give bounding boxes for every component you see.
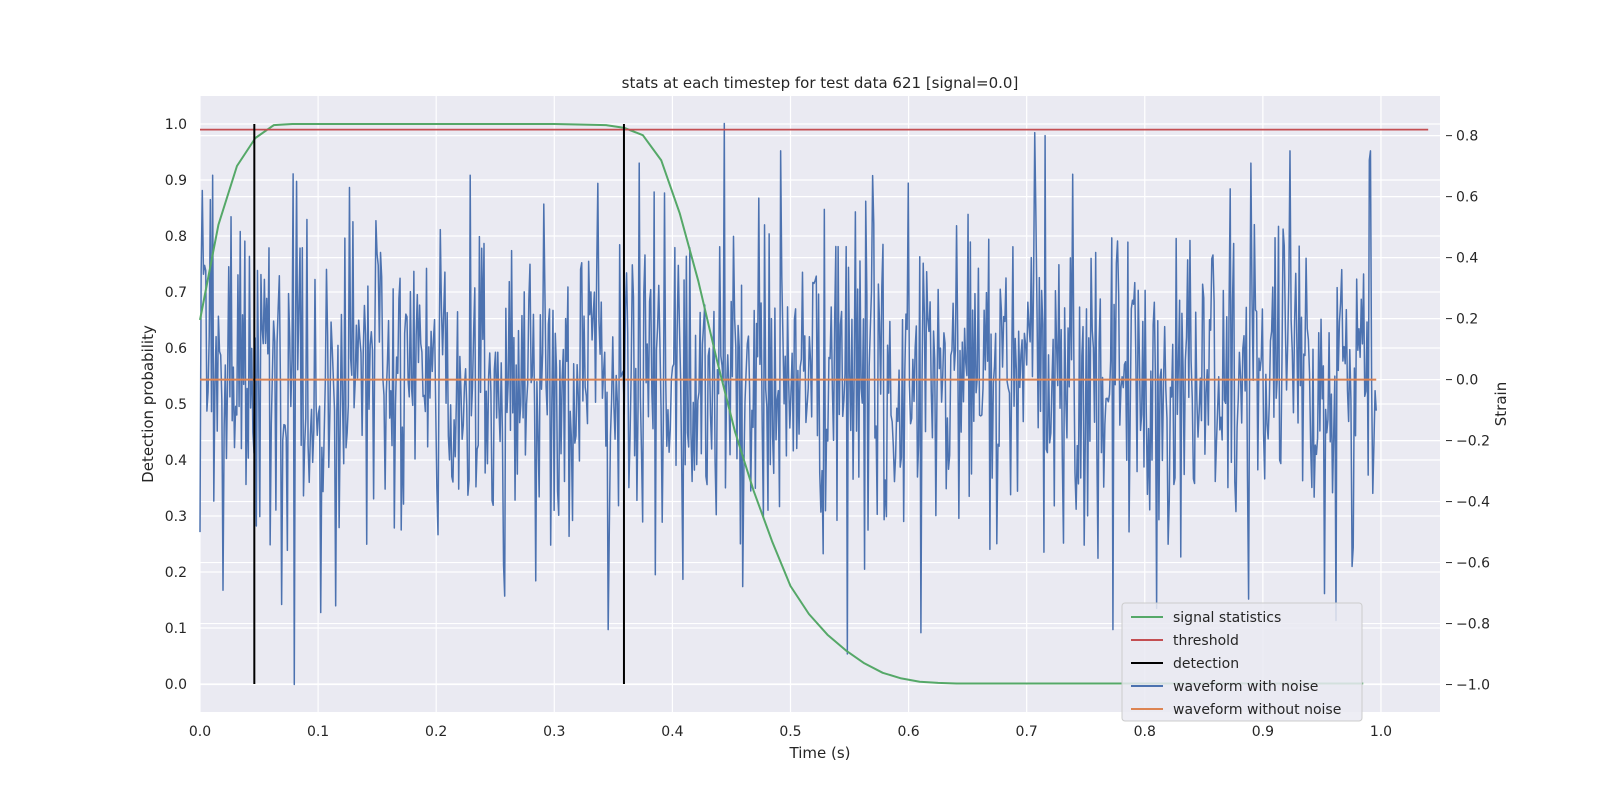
y-left-tick-label: 0.0 [165, 677, 187, 693]
x-axis-label: Time (s) [789, 744, 851, 762]
y-left-tick-label: 0.1 [165, 621, 187, 637]
y-left-tick-label: 0.5 [165, 397, 187, 413]
y-axis-right-label: Strain [1492, 382, 1510, 426]
y-left-tick-label: 0.6 [165, 341, 187, 357]
y-right-tick-label: 0.6 [1456, 190, 1478, 206]
y-left-tick-label: 0.9 [165, 173, 187, 189]
x-tick-label: 0.3 [543, 724, 565, 740]
y-left-tick-label: 1.0 [165, 117, 187, 133]
series-signal-statistics [199, 123, 1364, 685]
y-right-tick-label: −0.8 [1456, 617, 1490, 633]
x-tick-label: 0.8 [1134, 724, 1156, 740]
x-tick-label: 0.1 [307, 724, 329, 740]
y-right-tick-label: 0.0 [1456, 373, 1478, 389]
series-waveform-with-noise [199, 122, 1377, 686]
y-right-tick-label: 0.2 [1456, 312, 1478, 328]
series-layer [199, 122, 1429, 686]
legend-label-waveform-with-noise: waveform with noise [1173, 679, 1318, 695]
y-right-tick-label: 0.4 [1456, 251, 1478, 267]
legend-label-detection: detection [1173, 656, 1239, 672]
legend-box [1121, 602, 1363, 722]
x-tick-label: 0.9 [1252, 724, 1274, 740]
y-left-tick-label: 0.7 [165, 285, 187, 301]
y-axis-left: 0.0 0.1 0.2 0.3 0.4 0.5 0.6 0.7 0.8 0.9 1.0 [165, 117, 187, 693]
x-axis: 0.0 0.1 0.2 0.3 0.4 0.5 0.6 0.7 0.8 0.9 1.0 [189, 724, 1392, 740]
legend-label-threshold: threshold [1173, 633, 1239, 649]
y-right-tick-label: 0.8 [1456, 129, 1478, 145]
x-tick-label: 0.0 [189, 724, 211, 740]
y-right-tick-label: −0.6 [1456, 556, 1490, 572]
chart-title: stats at each timestep for test data 621… [622, 74, 1019, 92]
y-axis-left-label: Detection probability [139, 325, 157, 483]
y-left-tick-label: 0.2 [165, 565, 187, 581]
y-right-tick-label: −1.0 [1456, 678, 1490, 694]
legend-label-signal-statistics: signal statistics [1173, 610, 1281, 626]
y-left-tick-label: 0.8 [165, 229, 187, 245]
x-tick-label: 0.6 [897, 724, 919, 740]
x-tick-label: 0.2 [425, 724, 447, 740]
legend-label-waveform-without-noise: waveform without noise [1173, 702, 1341, 718]
x-tick-label: 1.0 [1370, 724, 1392, 740]
y-axis-right: −1.0 −0.8 −0.6 −0.4 −0.2 0.0 0.2 0.4 0.6 0.8 [1446, 129, 1490, 694]
legend: signal statistics threshold detection wa… [1121, 602, 1363, 722]
y-right-tick-label: −0.4 [1456, 495, 1490, 511]
y-left-tick-label: 0.4 [165, 453, 187, 469]
y-right-tick-label: −0.2 [1456, 434, 1490, 450]
x-tick-label: 0.4 [661, 724, 683, 740]
x-tick-label: 0.5 [779, 724, 801, 740]
y-left-tick-label: 0.3 [165, 509, 187, 525]
x-tick-label: 0.7 [1016, 724, 1038, 740]
